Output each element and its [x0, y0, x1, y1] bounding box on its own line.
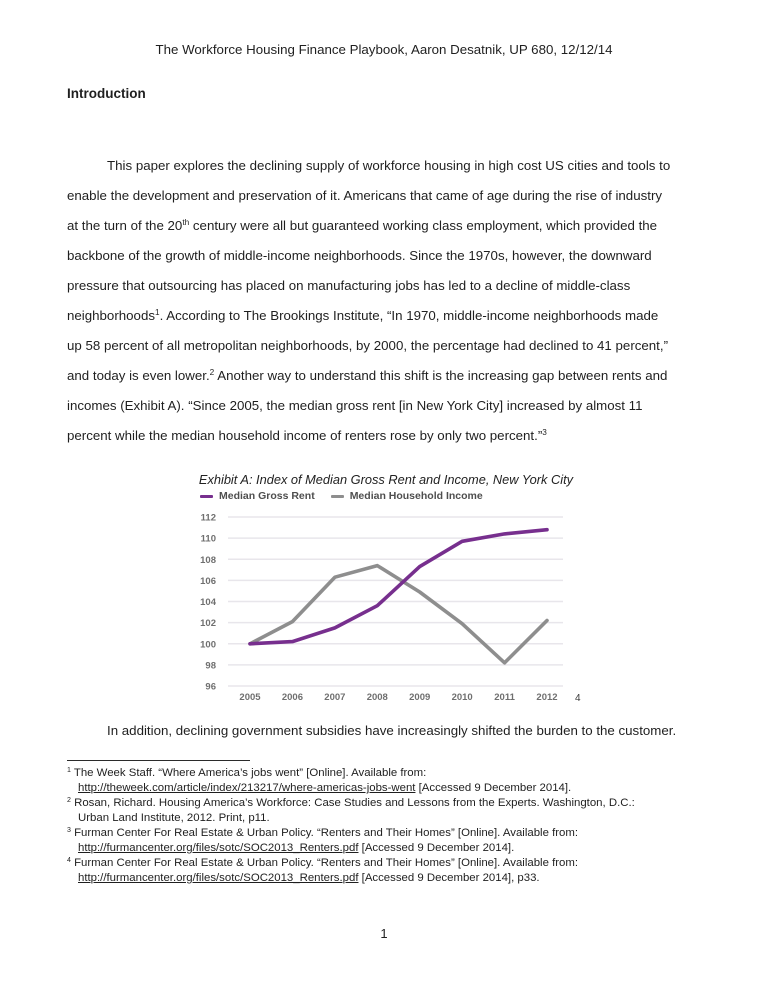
x-axis-tick-label: 2008: [367, 692, 388, 703]
footnote-link[interactable]: http://theweek.com/article/index/213217/…: [78, 782, 416, 794]
chart-legend: Median Gross Rent Median Household Income: [200, 490, 483, 502]
x-axis-tick-label: 2009: [409, 692, 430, 703]
y-axis-tick-label: 98: [205, 660, 216, 671]
document-header-title: The Workforce Housing Finance Playbook, …: [155, 42, 613, 57]
legend-item: Median Household Income: [330, 490, 483, 502]
y-axis-tick-label: 110: [201, 534, 216, 545]
text-run: Rosan, Richard. Housing America’s Workfo…: [70, 797, 635, 809]
body-paragraph: This paper explores the declining supply…: [67, 151, 707, 451]
footnote-line: 1 The Week Staff. “Where America’s jobs …: [67, 766, 727, 781]
x-axis-tick-label: 2005: [239, 692, 261, 703]
paragraph-line: percent while the median household incom…: [67, 421, 707, 451]
text-run: In addition, declining government subsid…: [107, 723, 677, 738]
text-run: and today is even lower.: [67, 368, 210, 383]
chart-caption: Exhibit A: Index of Median Gross Rent an…: [198, 472, 574, 487]
text-run: Another way to understand this shift is …: [214, 368, 668, 383]
paragraph-line: pressure that outsourcing has placed on …: [67, 271, 707, 301]
y-axis-tick-label: 100: [200, 639, 216, 650]
superscript-ref: 2: [209, 368, 215, 378]
legend-swatch-icon: [200, 494, 213, 498]
section-heading-introduction: Introduction: [67, 86, 146, 101]
text-run: century were all but guaranteed working …: [189, 218, 658, 233]
page-number: 1: [380, 926, 388, 941]
text-run: incomes (Exhibit A). “Since 2005, the me…: [67, 398, 643, 413]
text-run: enable the development and preservation …: [67, 188, 663, 203]
footnotes-list: 1 The Week Staff. “Where America’s jobs …: [67, 766, 727, 886]
text-run: Furman Center For Real Estate & Urban Po…: [70, 827, 579, 839]
x-axis-tick-label: 2006: [282, 692, 303, 703]
text-run: This paper explores the declining supply…: [107, 158, 671, 173]
text-run: Furman Center For Real Estate & Urban Po…: [70, 857, 579, 869]
y-axis-tick-label: 104: [200, 597, 217, 608]
y-axis-tick-label: 108: [200, 555, 216, 566]
text-run: percent while the median household incom…: [67, 428, 543, 443]
y-axis-tick-label: 96: [205, 682, 216, 693]
superscript-ref: 1: [154, 308, 160, 318]
text-run: backbone of the growth of middle-income …: [67, 248, 652, 263]
paragraph-line: This paper explores the declining supply…: [67, 151, 707, 181]
superscript-ref: 1: [67, 767, 71, 775]
paragraph-line: up 58 percent of all metropolitan neighb…: [67, 331, 707, 361]
text-run: pressure that outsourcing has placed on …: [67, 278, 631, 293]
text-run: The Week Staff. “Where America’s jobs we…: [70, 767, 427, 779]
series-line-median-gross-rent: [248, 527, 549, 646]
superscript-ref: 3: [67, 827, 71, 835]
closing-line: In addition, declining government subsid…: [67, 723, 727, 739]
legend-swatch-icon: [330, 494, 344, 498]
footnote-line: 3 Furman Center For Real Estate & Urban …: [67, 826, 727, 841]
paragraph-line: incomes (Exhibit A). “Since 2005, the me…: [67, 391, 707, 421]
footnote-line: http://furmancenter.org/files/sotc/SOC20…: [67, 871, 727, 886]
exhibit-a-chart: 112 110 108 106 104 102 100 98 96 2005 2006 2007 200…: [190, 508, 585, 708]
footnote-link[interactable]: http://furmancenter.org/files/sotc/SOC20…: [78, 842, 359, 854]
text-run: [Accessed 9 December 2014].: [358, 842, 515, 854]
footnote-link[interactable]: http://furmancenter.org/files/sotc/SOC20…: [78, 872, 359, 884]
footnote-line: Urban Land Institute, 2012. Print, p11.: [67, 811, 727, 826]
paragraph-line: and today is even lower.2 Another way to…: [67, 361, 707, 391]
superscript-ref: 2: [67, 797, 71, 805]
chart-svg: 112 110 108 106 104 102 100 98 96 2005 2006 2007 200…: [200, 513, 581, 705]
x-axis-tick-label: 2007: [324, 692, 345, 703]
text-run: Urban Land Institute, 2012. Print, p11.: [78, 812, 270, 824]
series-line-median-household-income: [248, 563, 549, 665]
text-run: [Accessed 9 December 2014].: [415, 782, 572, 794]
x-axis-tick-label: 2011: [494, 692, 515, 703]
paragraph-line: neighborhoods1. According to The Brookin…: [67, 301, 707, 331]
paragraph-line: at the turn of the 20th century were all…: [67, 211, 707, 241]
footnote-line: 4 Furman Center For Real Estate & Urban …: [67, 856, 727, 871]
text-run: . According to The Brookings Institute, …: [159, 308, 659, 323]
y-axis-tick-label: 106: [200, 576, 216, 587]
paragraph-line: enable the development and preservation …: [67, 181, 707, 211]
footnote-line: http://theweek.com/article/index/213217/…: [67, 781, 727, 796]
text-run: [Accessed 9 December 2014], p33.: [358, 872, 540, 884]
footnote-separator: [67, 760, 250, 761]
text-run: at the turn of the 20: [67, 218, 183, 233]
y-axis-tick-label: 112: [201, 513, 216, 524]
x-axis-tick-label: 2012: [536, 692, 557, 703]
superscript-ref: th: [182, 218, 190, 228]
text-run: neighborhoods: [67, 308, 155, 323]
paragraph-line: backbone of the growth of middle-income …: [67, 241, 707, 271]
y-axis-tick-label: 102: [200, 618, 216, 629]
legend-label: Median Gross Rent: [219, 490, 315, 502]
text-run: up 58 percent of all metropolitan neighb…: [67, 338, 668, 353]
footnote-line: 2 Rosan, Richard. Housing America’s Work…: [67, 796, 727, 811]
legend-label: Median Household Income: [349, 490, 483, 502]
x-axis-tick-label: 2010: [452, 692, 473, 703]
chart-footnote-ref: 4: [575, 693, 581, 704]
superscript-ref: 4: [67, 857, 71, 865]
footnote-line: http://furmancenter.org/files/sotc/SOC20…: [67, 841, 727, 856]
superscript-ref: 3: [542, 428, 547, 438]
legend-item: Median Gross Rent: [200, 490, 315, 502]
